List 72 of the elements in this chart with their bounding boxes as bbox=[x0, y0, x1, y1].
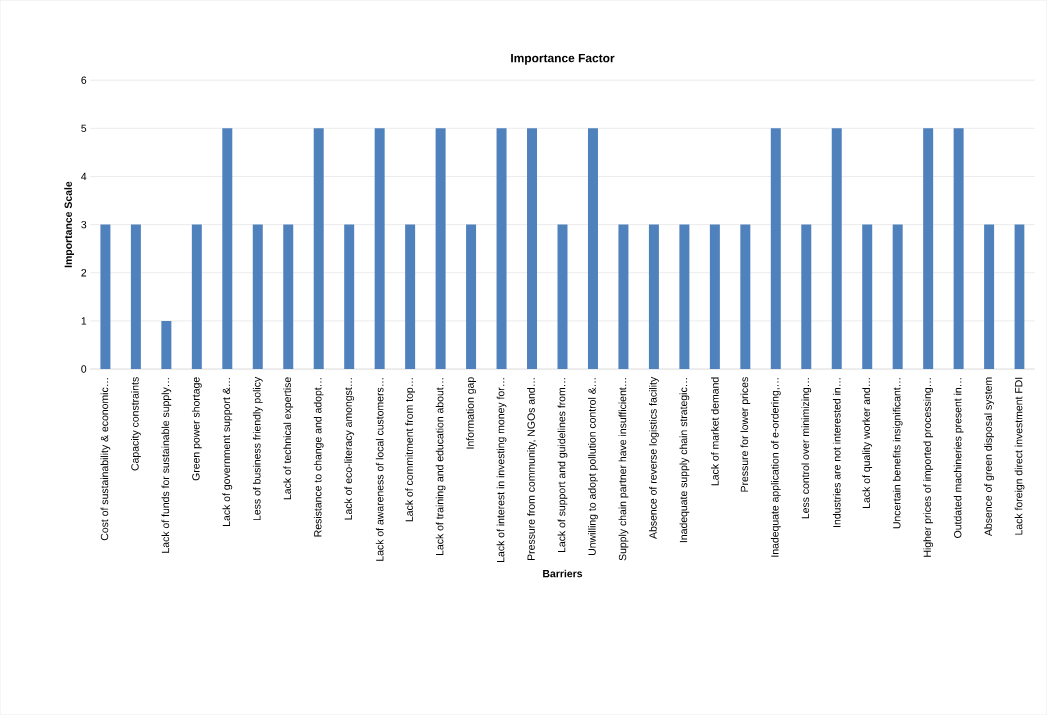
bar bbox=[374, 128, 385, 369]
x-tick-label: Uncertain benefits insignificant… bbox=[892, 378, 903, 529]
x-tick-label: Higher prices of imported processing… bbox=[923, 378, 934, 557]
x-tick-label: Resistance to change and adopt… bbox=[313, 378, 324, 537]
x-tick-label: Absence of reverse logistics facility bbox=[649, 376, 659, 539]
bar bbox=[831, 128, 842, 369]
x-tick-label: Lack of support and guidelines from… bbox=[557, 378, 568, 553]
y-tick-label: 6 bbox=[81, 76, 87, 84]
bar bbox=[679, 224, 690, 369]
bar bbox=[222, 128, 233, 369]
bar bbox=[100, 224, 111, 369]
bar bbox=[252, 224, 263, 369]
x-tick-label: Less of business friendly policy bbox=[252, 376, 263, 521]
bar bbox=[984, 224, 995, 369]
x-tick-label: Lack of eco-literacy amongst… bbox=[344, 378, 355, 520]
x-tick-label: Lack of commitment from top… bbox=[405, 378, 416, 522]
x-tick-label: Pressure for lower prices bbox=[740, 377, 751, 492]
x-tick-label: Lack of awareness of local customers… bbox=[375, 378, 384, 561]
x-tick-label: Green power shortage bbox=[191, 377, 202, 481]
x-tick-label: Outdated machineries present in… bbox=[953, 378, 964, 538]
bar bbox=[527, 128, 538, 369]
bar bbox=[587, 128, 598, 369]
x-tick-label: Lack of funds for sustainable supply… bbox=[161, 378, 172, 553]
bar bbox=[466, 224, 477, 369]
y-tick-label: 5 bbox=[81, 124, 87, 132]
bar bbox=[801, 224, 812, 369]
x-tick-label: Inadequate supply chain strategic… bbox=[679, 378, 690, 543]
x-tick-label: Industries are not interested in… bbox=[832, 378, 841, 527]
bar bbox=[557, 224, 568, 369]
bar bbox=[892, 224, 903, 369]
x-tick-label: Inadequate application of e-ordering,… bbox=[770, 378, 781, 557]
bar bbox=[770, 128, 781, 369]
bar bbox=[283, 224, 294, 369]
bar bbox=[709, 224, 720, 369]
x-tick-label: Capacity constraints bbox=[131, 377, 141, 471]
x-tick-label: Lack of market demand bbox=[711, 377, 719, 486]
y-tick-label: 4 bbox=[81, 172, 87, 181]
x-tick-label: Information gap bbox=[466, 377, 476, 449]
bar bbox=[313, 128, 324, 369]
bar bbox=[923, 128, 934, 369]
x-axis-title: Barriers bbox=[543, 569, 583, 578]
x-tick-label: Lack of technical expertise bbox=[283, 377, 294, 500]
y-tick-label: 2 bbox=[81, 269, 87, 277]
y-tick-label: 0 bbox=[81, 365, 87, 373]
x-tick-label: Supply chain partner have insufficient… bbox=[618, 378, 629, 561]
bar bbox=[862, 224, 873, 369]
y-tick-label: 3 bbox=[81, 220, 87, 229]
bar bbox=[496, 128, 507, 369]
x-tick-label: Lack of quality worker and… bbox=[862, 378, 873, 508]
bar bbox=[405, 224, 416, 369]
bar bbox=[130, 224, 141, 369]
x-tick-label: Pressure from community, NGOs and… bbox=[527, 378, 537, 560]
bar bbox=[435, 128, 446, 369]
bar bbox=[648, 224, 659, 369]
x-tick-label: Less control over minimizing… bbox=[801, 378, 812, 519]
bar bbox=[161, 320, 172, 369]
bar bbox=[740, 224, 751, 369]
bar bbox=[953, 128, 964, 369]
x-tick-label: Lack foreign direct investment FDI bbox=[1014, 377, 1025, 535]
bar bbox=[618, 224, 629, 369]
x-tick-label: Lack of government support &… bbox=[222, 378, 233, 526]
x-tick-label: Cost of sustainability & economic… bbox=[100, 378, 111, 541]
y-tick-label: 1 bbox=[81, 317, 87, 325]
x-tick-label: Lack of interest in investing money for… bbox=[496, 378, 507, 562]
x-tick-label: Absence of green disposal system bbox=[984, 377, 994, 537]
bar bbox=[191, 224, 202, 369]
y-axis-title: Importance Scale bbox=[64, 181, 75, 268]
chart-title: Importance Factor bbox=[511, 53, 615, 65]
x-tick-label: Lack of training and education about… bbox=[435, 378, 446, 555]
x-tick-label: Unwilling to adopt pollution control &… bbox=[588, 378, 598, 555]
bar bbox=[344, 224, 355, 369]
bar bbox=[1014, 224, 1025, 369]
